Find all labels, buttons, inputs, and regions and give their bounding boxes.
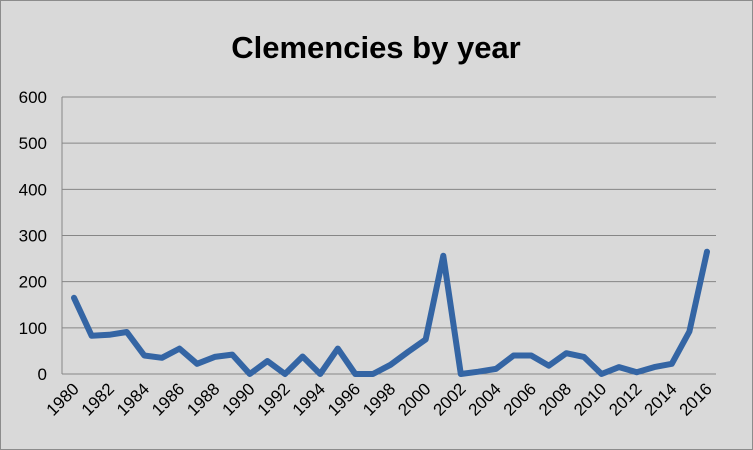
data-point xyxy=(71,295,77,301)
data-point xyxy=(669,361,675,367)
data-point xyxy=(440,253,446,259)
x-tick-label: 2010 xyxy=(570,379,610,419)
gridlines xyxy=(62,96,716,329)
data-point xyxy=(581,354,587,360)
data-point xyxy=(317,371,323,377)
data-point xyxy=(370,371,376,377)
series-layer xyxy=(71,248,710,377)
x-tick-label: 1982 xyxy=(78,379,118,419)
data-point xyxy=(405,349,411,355)
series-line xyxy=(71,248,710,377)
x-tick-label: 1984 xyxy=(113,379,153,419)
x-tick-label: 1988 xyxy=(183,379,223,419)
data-point xyxy=(352,371,358,377)
x-tick-label: 1996 xyxy=(324,379,364,419)
x-tick-label: 1986 xyxy=(148,379,188,419)
x-tick-label: 1992 xyxy=(254,379,294,419)
data-point xyxy=(458,371,464,377)
data-point xyxy=(159,355,165,361)
data-point xyxy=(493,366,499,372)
data-point xyxy=(423,336,429,342)
data-point xyxy=(511,353,517,358)
data-point xyxy=(475,369,481,375)
data-point xyxy=(563,350,569,356)
data-point xyxy=(141,353,147,358)
y-tick-label: 200 xyxy=(19,273,47,292)
data-point xyxy=(300,354,306,359)
data-point xyxy=(704,249,710,255)
data-point xyxy=(686,329,692,334)
data-point xyxy=(616,364,622,370)
y-axis-tick-labels: 0 100 200 300 400 500 600 xyxy=(19,88,47,384)
data-point xyxy=(89,333,95,339)
data-point xyxy=(106,332,112,338)
x-tick-label: 2012 xyxy=(605,379,645,419)
x-tick-label: 1990 xyxy=(218,379,258,419)
data-point xyxy=(194,361,200,367)
y-tick-label: 500 xyxy=(19,134,47,153)
data-point xyxy=(599,371,604,377)
y-tick-label: 0 xyxy=(38,365,47,384)
x-tick-label: 1994 xyxy=(289,379,329,419)
data-point xyxy=(247,371,253,377)
x-tick-label: 2000 xyxy=(394,379,434,419)
y-tick-label: 300 xyxy=(19,227,47,246)
y-tick-label: 400 xyxy=(19,180,47,199)
data-point xyxy=(546,363,552,369)
data-point xyxy=(388,362,393,368)
data-point xyxy=(124,329,130,335)
data-point xyxy=(335,346,341,352)
x-tick-label: 2008 xyxy=(535,379,575,419)
data-point xyxy=(177,346,182,352)
x-tick-label: 1998 xyxy=(359,379,399,419)
y-tick-label: 600 xyxy=(19,88,47,107)
data-point xyxy=(264,358,270,364)
data-point xyxy=(282,371,288,377)
x-tick-label: 2004 xyxy=(465,379,505,419)
x-tick-label: 2006 xyxy=(500,379,540,419)
data-point xyxy=(528,353,534,358)
x-tick-label: 1980 xyxy=(43,379,83,419)
chart-title: Clemencies by year xyxy=(231,30,521,65)
x-tick-label: 2016 xyxy=(676,379,716,419)
data-point xyxy=(229,352,235,358)
data-point xyxy=(634,369,640,375)
x-tick-label: 2014 xyxy=(640,379,680,419)
x-tick-label: 2002 xyxy=(429,379,469,419)
x-axis-tick-labels: 1980198219841986198819901992199419961998… xyxy=(43,379,716,419)
y-tick-label: 100 xyxy=(19,319,47,338)
data-point xyxy=(212,354,218,360)
data-point xyxy=(651,364,657,370)
